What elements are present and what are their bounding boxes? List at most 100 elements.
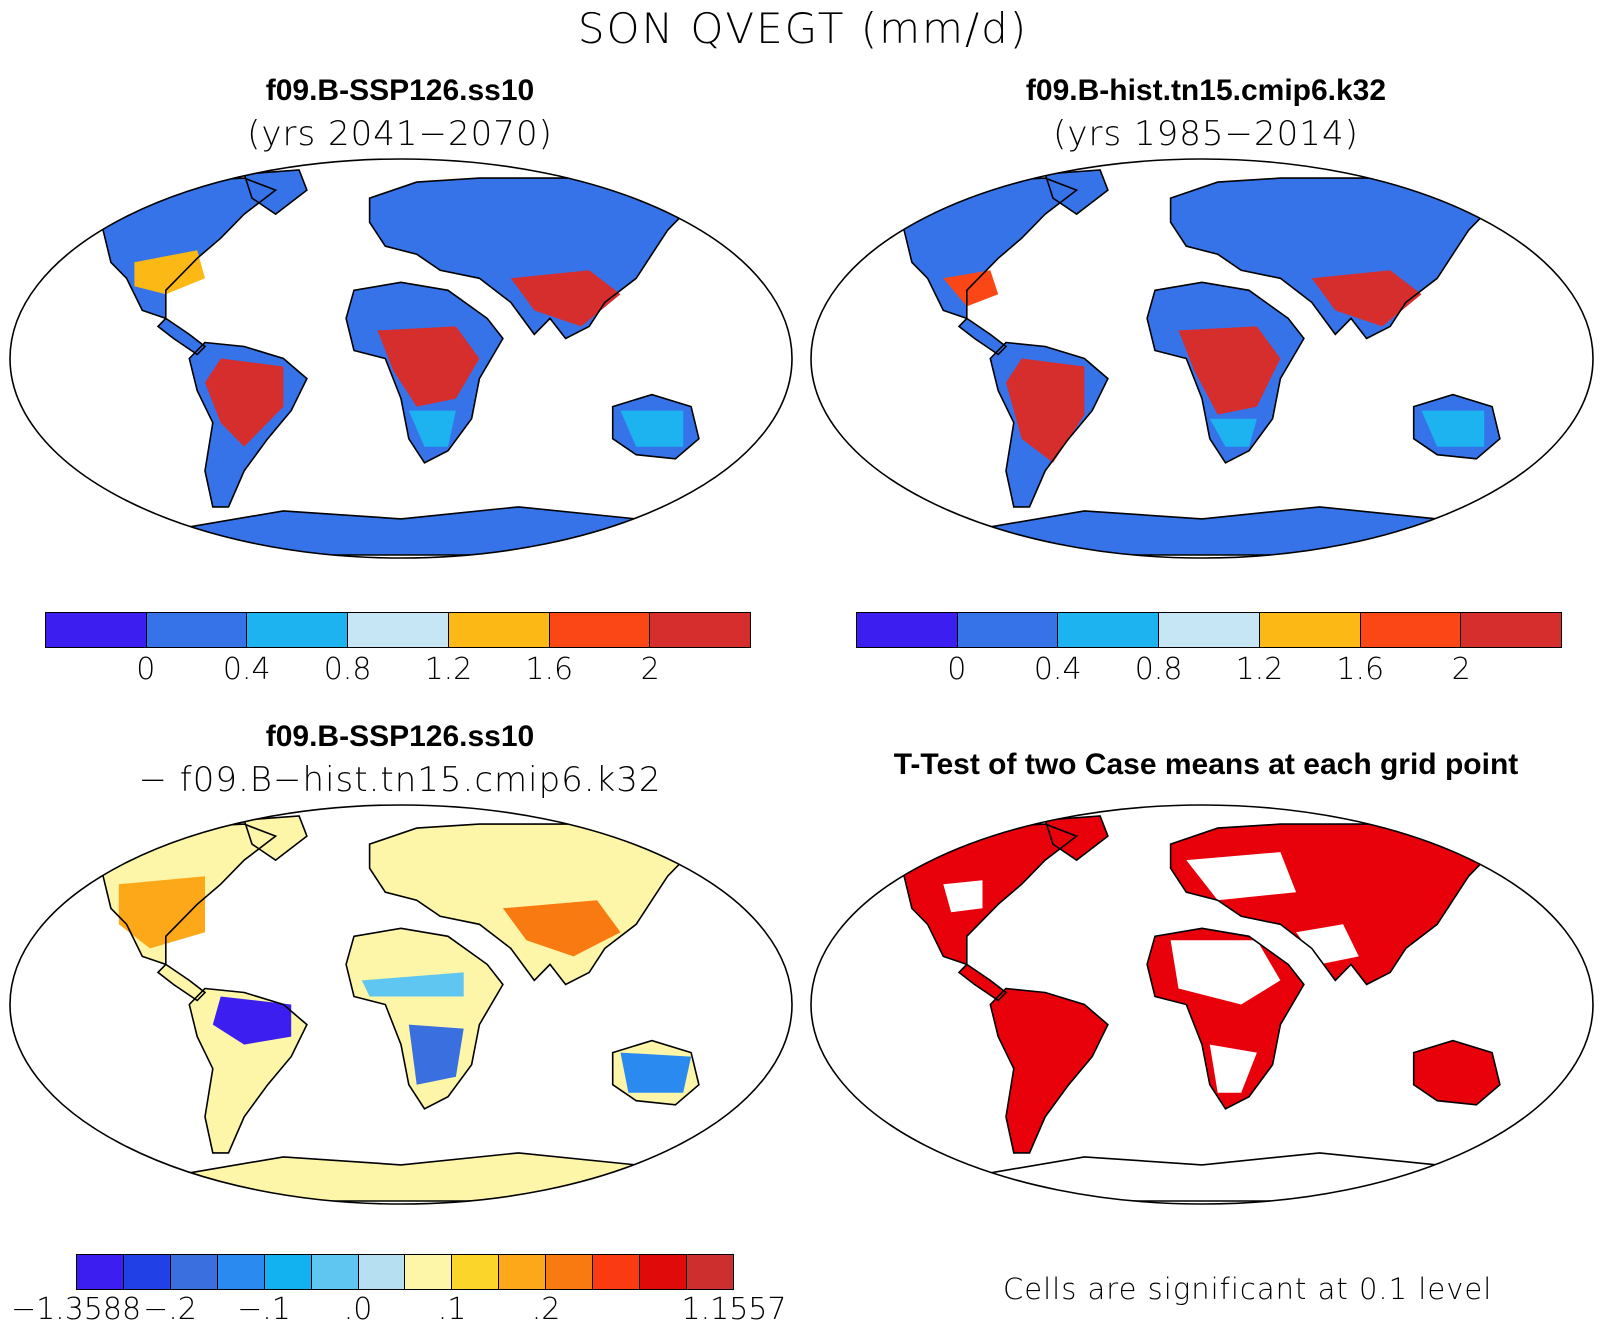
- coastline-northAmerica: [887, 177, 1079, 320]
- colorbar-swatch: [686, 1255, 733, 1289]
- colorbar-swatch: [405, 1255, 453, 1289]
- field-region-australia: [620, 410, 684, 447]
- colorbar-swatch: [593, 1255, 641, 1289]
- coastline-northAmerica: [86, 177, 278, 320]
- colorbar-swatch: [311, 1255, 359, 1289]
- colorbar-swatch: [170, 1255, 218, 1289]
- map-border: [9, 804, 793, 1205]
- colorbar-swatch: [247, 613, 349, 647]
- colorbar-case-ticks: 0 0.4 0.8 1.2 1.6 2: [45, 652, 751, 688]
- coastline-southAmerica: [989, 341, 1109, 508]
- colorbar-control-ticks: 0 0.4 0.8 1.2 1.6 2: [856, 652, 1562, 688]
- coastline-greenland: [243, 815, 308, 862]
- land-australia: [1413, 1040, 1500, 1105]
- colorbar-tick-label: .0: [343, 1292, 373, 1327]
- significance-note: Cells are significant at 0.1 level: [1003, 1272, 1493, 1306]
- colorbar-swatch: [217, 1255, 265, 1289]
- coastline-southAmerica: [188, 341, 308, 508]
- land-centralAmerica: [959, 318, 1006, 355]
- field-region-northAmerica: [118, 876, 205, 949]
- coastline-centralAmerica: [957, 963, 1008, 1002]
- colorbar-tick-label: .2: [531, 1292, 561, 1327]
- colorbar-swatch: [448, 613, 550, 647]
- field-region-africa: [408, 1024, 464, 1085]
- colorbar-swatch: [957, 613, 1059, 647]
- field-region-southAmerica: [212, 996, 292, 1045]
- colorbar-tick-label: 1.1557: [681, 1292, 787, 1327]
- colorbar-swatch: [452, 1255, 500, 1289]
- colorbar-difference: [76, 1254, 734, 1290]
- colorbar-tick-label: 1.6: [525, 652, 574, 687]
- coastline-africa: [1146, 927, 1305, 1110]
- field-region-eurasia: [1186, 852, 1297, 901]
- field-region-northAmerica: [943, 270, 999, 307]
- map-difference: [9, 804, 793, 1205]
- colorbar-swatch: [123, 1255, 171, 1289]
- field-region-africa: [377, 326, 480, 407]
- field-region-southAmerica: [1006, 358, 1085, 463]
- field-region-australia: [620, 1052, 692, 1093]
- coastline-centralAmerica: [156, 963, 207, 1002]
- field-region-eurasia: [1296, 924, 1359, 965]
- field-region-africa: [1170, 940, 1281, 1005]
- map-control: [810, 158, 1594, 559]
- panel-ttest-title: T-Test of two Case means at each grid po…: [893, 748, 1519, 781]
- map-border: [810, 804, 1594, 1205]
- panel-case-title: f09.B-SSP126.ss10: [265, 74, 535, 107]
- coastline-australia: [611, 1039, 700, 1106]
- colorbar-swatch: [546, 1255, 594, 1289]
- land-eurasia: [369, 178, 692, 339]
- colorbar-swatch: [264, 1255, 312, 1289]
- land-southAmerica: [990, 988, 1108, 1153]
- land-centralAmerica: [959, 964, 1006, 1001]
- field-region-southAmerica: [205, 358, 284, 447]
- coastline-africa: [345, 927, 504, 1110]
- panel-diff-title: f09.B-SSP126.ss10: [265, 720, 535, 753]
- colorbar-swatch: [46, 613, 147, 647]
- colorbar-control: [856, 612, 1562, 648]
- colorbar-swatch: [348, 613, 449, 647]
- map-border: [9, 158, 793, 559]
- panel-case-subtitle: (yrs 2041−2070): [247, 114, 553, 154]
- coastline-southAmerica: [989, 987, 1109, 1154]
- figure-title: SON QVEGT (mm/d): [577, 4, 1029, 53]
- field-region-eurasia: [510, 270, 621, 327]
- colorbar-swatch: [1259, 613, 1361, 647]
- colorbar-swatch: [146, 613, 248, 647]
- field-region-africa: [1178, 326, 1281, 415]
- field-region-africa: [361, 972, 464, 997]
- map-border: [810, 158, 1594, 559]
- panel-control-title: f09.B-hist.tn15.cmip6.k32: [1025, 74, 1387, 107]
- field-region-northAmerica: [134, 250, 205, 295]
- field-region-africa: [1209, 418, 1257, 447]
- coastline-southAmerica: [188, 987, 308, 1154]
- colorbar-swatch: [857, 613, 958, 647]
- land-centralAmerica: [158, 318, 205, 355]
- land-centralAmerica: [158, 964, 205, 1001]
- coastline-australia: [611, 393, 700, 460]
- coastline-greenland: [1044, 815, 1109, 862]
- map-significance: [810, 804, 1594, 1205]
- land-eurasia: [1170, 178, 1493, 339]
- colorbar-case: [45, 612, 751, 648]
- colorbar-tick-label: 0.4: [222, 652, 271, 687]
- land-eurasia: [369, 824, 692, 985]
- coastline-greenland: [243, 169, 308, 216]
- field-region-eurasia: [1311, 270, 1422, 327]
- colorbar-swatch: [640, 1255, 687, 1289]
- coastline-centralAmerica: [156, 317, 207, 356]
- colorbar-swatch: [549, 613, 651, 647]
- panel-diff-subtitle: − f09.B−hist.tn15.cmip6.k32: [138, 760, 662, 800]
- colorbar-swatch: [499, 1255, 547, 1289]
- colorbar-tick-label: 0.8: [323, 652, 372, 687]
- colorbar-swatch: [1058, 613, 1160, 647]
- field-region-northAmerica: [943, 880, 983, 913]
- panel-control-subtitle: (yrs 1985−2014): [1053, 114, 1359, 154]
- coastline-northAmerica: [86, 823, 278, 966]
- field-region-eurasia: [502, 900, 621, 957]
- colorbar-tick-label: 1.2: [1235, 652, 1284, 687]
- colorbar-swatch: [1360, 613, 1462, 647]
- coastline-northAmerica: [887, 823, 1079, 966]
- coastline-africa: [345, 281, 504, 464]
- colorbar-tick-label: −1.3588: [10, 1292, 142, 1327]
